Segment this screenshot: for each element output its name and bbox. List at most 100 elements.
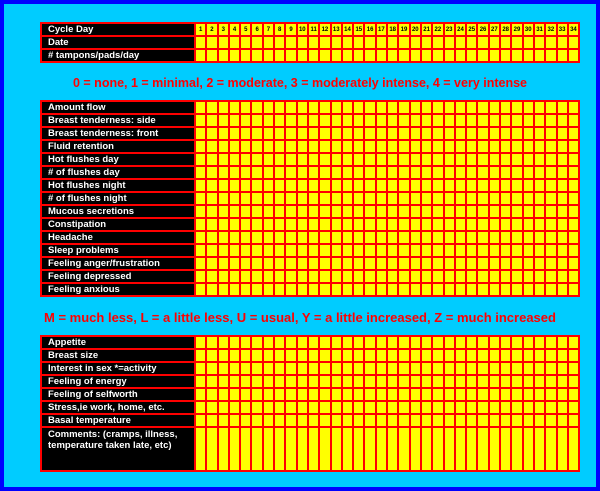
entry-cell[interactable] xyxy=(487,374,502,389)
entry-cell[interactable] xyxy=(329,165,343,180)
entry-cell[interactable] xyxy=(386,269,400,284)
entry-cell[interactable] xyxy=(544,335,558,350)
entry-cell[interactable] xyxy=(363,204,377,219)
entry-cell[interactable] xyxy=(498,269,513,284)
entry-cell[interactable] xyxy=(386,48,400,63)
entry-cell[interactable] xyxy=(510,361,524,376)
entry-cell[interactable] xyxy=(363,269,377,284)
entry-cell[interactable] xyxy=(374,152,389,167)
entry-cell[interactable] xyxy=(386,217,400,232)
entry-cell[interactable] xyxy=(453,230,468,245)
entry-cell[interactable] xyxy=(239,243,253,258)
entry-cell[interactable] xyxy=(442,400,456,415)
entry-cell[interactable] xyxy=(465,204,479,219)
entry-cell[interactable] xyxy=(239,217,253,232)
entry-cell[interactable] xyxy=(555,230,569,245)
entry-cell[interactable] xyxy=(295,335,309,350)
entry-cell[interactable] xyxy=(363,139,377,154)
entry-cell[interactable] xyxy=(261,35,276,50)
entry-cell[interactable] xyxy=(295,35,309,50)
entry-cell[interactable] xyxy=(273,139,287,154)
entry-cell[interactable] xyxy=(566,400,581,415)
entry-cell[interactable] xyxy=(419,282,434,297)
entry-cell[interactable] xyxy=(386,152,400,167)
entry-cell[interactable] xyxy=(532,243,547,258)
entry-cell[interactable] xyxy=(431,400,445,415)
entry-cell[interactable] xyxy=(465,426,479,472)
entry-cell[interactable] xyxy=(397,100,411,115)
entry-cell[interactable] xyxy=(374,217,389,232)
entry-cell[interactable] xyxy=(397,35,411,50)
entry-cell[interactable] xyxy=(532,361,547,376)
entry-cell[interactable] xyxy=(419,191,434,206)
entry-cell[interactable] xyxy=(340,230,355,245)
entry-cell[interactable] xyxy=(284,426,298,472)
entry-cell[interactable] xyxy=(318,178,332,193)
entry-cell[interactable] xyxy=(374,374,389,389)
entry-cell[interactable] xyxy=(227,348,242,363)
entry-cell[interactable] xyxy=(363,361,377,376)
entry-cell[interactable] xyxy=(566,217,581,232)
entry-cell[interactable] xyxy=(532,126,547,141)
entry-cell[interactable] xyxy=(442,100,456,115)
entry-cell[interactable] xyxy=(465,217,479,232)
entry-cell[interactable] xyxy=(216,165,230,180)
entry-cell[interactable] xyxy=(352,139,366,154)
entry-cell[interactable] xyxy=(295,348,309,363)
entry-cell[interactable] xyxy=(329,335,343,350)
entry-cell[interactable] xyxy=(216,400,230,415)
entry-cell[interactable] xyxy=(216,269,230,284)
entry-cell[interactable] xyxy=(431,256,445,271)
entry-cell[interactable] xyxy=(318,348,332,363)
entry-cell[interactable] xyxy=(318,191,332,206)
entry-cell[interactable] xyxy=(510,113,524,128)
entry-cell[interactable] xyxy=(295,374,309,389)
entry-cell[interactable] xyxy=(521,348,535,363)
entry-cell[interactable] xyxy=(442,256,456,271)
entry-cell[interactable] xyxy=(227,152,242,167)
entry-cell[interactable] xyxy=(374,361,389,376)
entry-cell[interactable] xyxy=(465,165,479,180)
entry-cell[interactable] xyxy=(431,413,445,428)
entry-cell[interactable] xyxy=(284,113,298,128)
entry-cell[interactable] xyxy=(340,217,355,232)
entry-cell[interactable] xyxy=(555,48,569,63)
entry-cell[interactable] xyxy=(205,204,219,219)
entry-cell[interactable] xyxy=(386,178,400,193)
entry-cell[interactable] xyxy=(408,361,422,376)
entry-cell[interactable] xyxy=(340,413,355,428)
entry-cell[interactable] xyxy=(273,387,287,402)
entry-cell[interactable] xyxy=(374,348,389,363)
entry-cell[interactable] xyxy=(216,35,230,50)
entry-cell[interactable] xyxy=(532,374,547,389)
entry-cell[interactable] xyxy=(205,413,219,428)
entry-cell[interactable] xyxy=(239,48,253,63)
entry-cell[interactable] xyxy=(295,139,309,154)
entry-cell[interactable] xyxy=(386,400,400,415)
entry-cell[interactable] xyxy=(250,217,264,232)
entry-cell[interactable] xyxy=(498,335,513,350)
entry-cell[interactable] xyxy=(318,413,332,428)
entry-cell[interactable] xyxy=(408,100,422,115)
entry-cell[interactable] xyxy=(284,282,298,297)
entry-cell[interactable] xyxy=(555,426,569,472)
entry-cell[interactable] xyxy=(419,348,434,363)
entry-cell[interactable] xyxy=(205,152,219,167)
entry-cell[interactable] xyxy=(510,178,524,193)
entry-cell[interactable] xyxy=(318,113,332,128)
entry-cell[interactable] xyxy=(227,113,242,128)
entry-cell[interactable] xyxy=(442,269,456,284)
entry-cell[interactable] xyxy=(205,178,219,193)
entry-cell[interactable] xyxy=(544,374,558,389)
entry-cell[interactable] xyxy=(487,426,502,472)
entry-cell[interactable] xyxy=(544,139,558,154)
entry-cell[interactable] xyxy=(216,243,230,258)
entry-cell[interactable] xyxy=(397,400,411,415)
entry-cell[interactable] xyxy=(261,113,276,128)
entry-cell[interactable] xyxy=(544,100,558,115)
entry-cell[interactable] xyxy=(532,217,547,232)
entry-cell[interactable] xyxy=(487,256,502,271)
entry-cell[interactable] xyxy=(408,217,422,232)
entry-cell[interactable] xyxy=(261,178,276,193)
entry-cell[interactable] xyxy=(544,126,558,141)
